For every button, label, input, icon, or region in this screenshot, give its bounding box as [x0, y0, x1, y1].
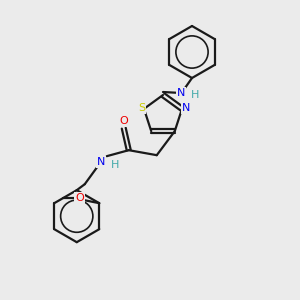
Text: H: H: [111, 160, 119, 170]
Text: H: H: [191, 90, 199, 100]
Text: N: N: [177, 88, 185, 98]
Text: N: N: [182, 103, 190, 113]
Text: S: S: [138, 103, 146, 113]
Text: N: N: [97, 157, 105, 167]
Text: O: O: [119, 116, 128, 126]
Text: O: O: [75, 193, 84, 203]
